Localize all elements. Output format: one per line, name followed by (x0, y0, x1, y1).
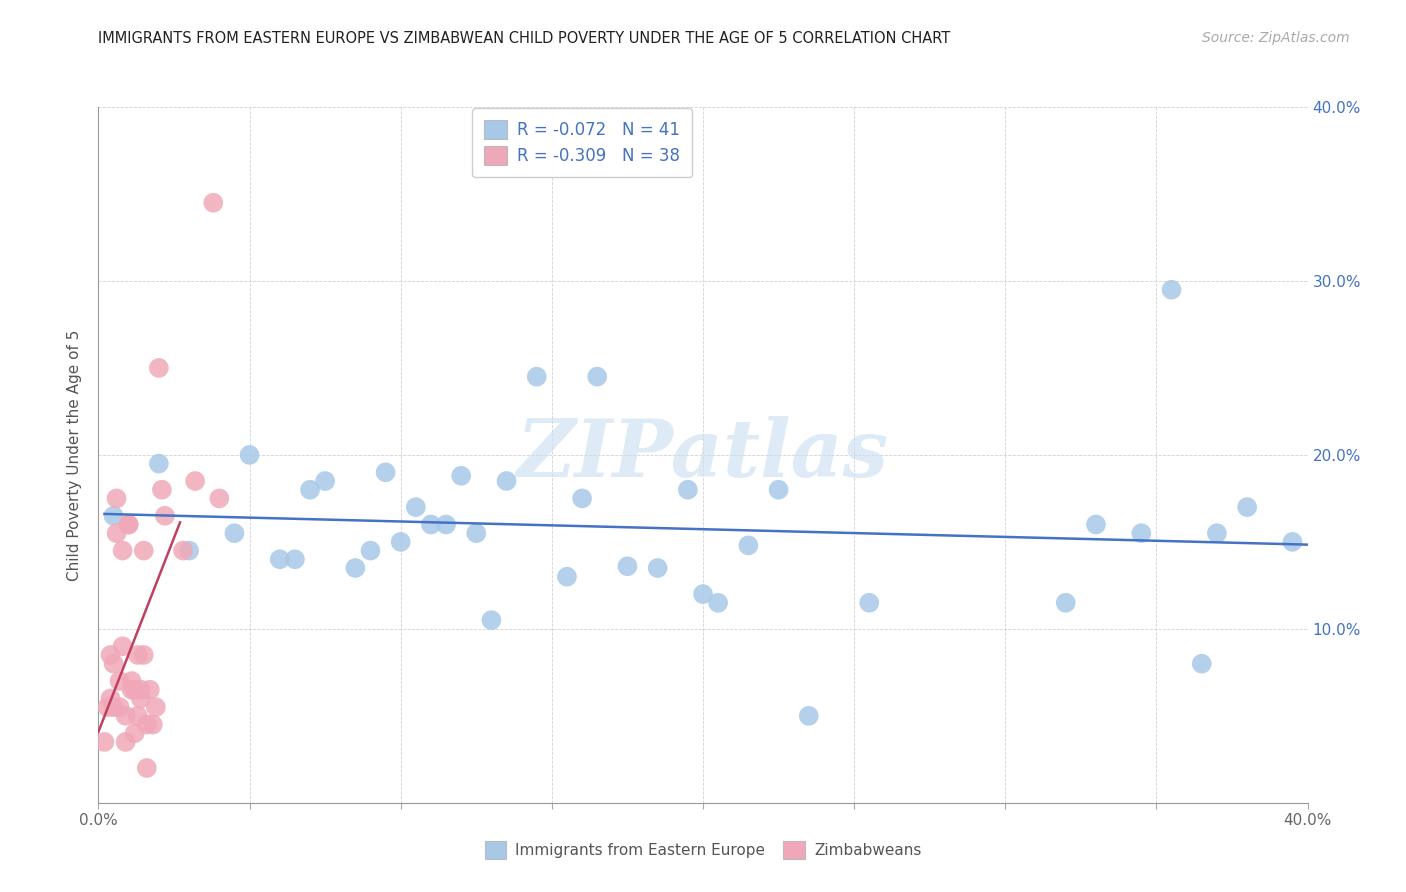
Point (269, 552, 291, 566)
Point (153, 508, 176, 523)
Point (124, 682, 146, 697)
Point (118, 517, 141, 532)
Point (103, 657, 125, 671)
Point (132, 648, 155, 662)
Point (299, 483, 322, 497)
Text: ZIPatlas: ZIPatlas (517, 417, 889, 493)
Point (526, 369, 548, 384)
Point (208, 491, 231, 506)
Point (129, 682, 152, 697)
Point (105, 491, 128, 506)
Point (135, 717, 157, 731)
Point (150, 483, 173, 497)
Point (434, 517, 457, 532)
Point (692, 587, 714, 601)
Point (586, 369, 609, 384)
Point (495, 474, 517, 488)
Point (360, 543, 382, 558)
Point (139, 682, 162, 697)
Point (108, 700, 131, 714)
Point (768, 483, 790, 497)
Point (1054, 596, 1077, 610)
Point (184, 474, 207, 488)
Point (114, 735, 136, 749)
Point (111, 543, 134, 558)
Point (111, 639, 134, 653)
Point (127, 708, 149, 723)
Point (145, 700, 167, 714)
Point (121, 682, 143, 697)
Point (314, 474, 336, 488)
Point (707, 596, 730, 610)
Point (1281, 534, 1303, 549)
Point (103, 508, 125, 523)
Point (450, 468, 472, 483)
Point (405, 500, 427, 514)
Point (121, 674, 143, 689)
Text: Source: ZipAtlas.com: Source: ZipAtlas.com (1202, 31, 1350, 45)
Point (224, 526, 246, 541)
Point (142, 717, 165, 731)
Point (148, 457, 170, 471)
Point (481, 613, 503, 627)
Point (135, 761, 157, 775)
Point (118, 517, 141, 532)
Point (344, 561, 367, 575)
Point (105, 526, 128, 541)
Point (374, 466, 396, 480)
Point (616, 559, 638, 574)
Point (148, 360, 170, 375)
Point (676, 483, 699, 497)
Point (1206, 526, 1229, 541)
Point (1130, 526, 1153, 541)
Point (103, 700, 125, 714)
Point (93, 735, 115, 749)
Text: IMMIGRANTS FROM EASTERN EUROPE VS ZIMBABWEAN CHILD POVERTY UNDER THE AGE OF 5 CO: IMMIGRANTS FROM EASTERN EUROPE VS ZIMBAB… (98, 31, 950, 46)
Point (179, 543, 201, 558)
Point (1085, 517, 1108, 532)
Point (239, 448, 262, 462)
Point (108, 674, 131, 689)
Point (100, 648, 122, 662)
Point (284, 552, 307, 566)
Point (172, 543, 194, 558)
Point (1191, 657, 1213, 671)
Point (100, 691, 122, 706)
Point (420, 517, 443, 532)
Point (389, 534, 412, 549)
Point (127, 648, 149, 662)
Point (132, 543, 155, 558)
Point (858, 596, 880, 610)
Point (1236, 500, 1258, 514)
Point (737, 538, 759, 552)
Point (571, 491, 593, 506)
Point (124, 726, 146, 740)
Point (797, 708, 820, 723)
Point (647, 561, 669, 575)
Point (202, 195, 225, 210)
Point (1160, 283, 1182, 297)
Point (114, 708, 136, 723)
Point (465, 526, 488, 541)
Point (555, 570, 578, 584)
Legend: Immigrants from Eastern Europe, Zimbabweans: Immigrants from Eastern Europe, Zimbabwe… (478, 835, 928, 864)
Y-axis label: Child Poverty Under the Age of 5: Child Poverty Under the Age of 5 (67, 329, 83, 581)
Point (96, 700, 118, 714)
Point (129, 691, 152, 706)
